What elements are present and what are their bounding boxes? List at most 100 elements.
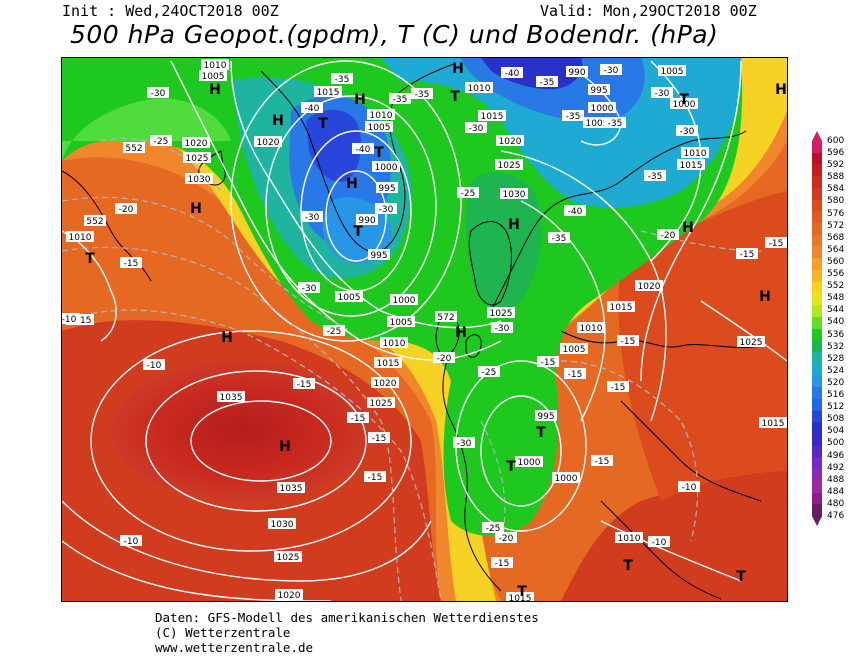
isotherm-label: -15: [611, 383, 626, 393]
isotherm-label-box: [84, 215, 106, 226]
isotherm-label: -30: [151, 89, 166, 99]
high-pressure-center: H: [452, 61, 464, 77]
isobar-lines: [62, 60, 787, 601]
isobar-label-box: [478, 110, 506, 121]
isotherm-label: -15: [740, 250, 755, 260]
isobar-label: 1005: [338, 293, 361, 303]
scale-segment: [812, 469, 822, 482]
isobar-label-box: [183, 152, 211, 163]
scale-segment: [812, 457, 822, 470]
scale-segment: [812, 433, 822, 447]
isotherm-label: -10: [62, 315, 77, 325]
scale-label: 560: [827, 256, 845, 267]
isobar-label: 990: [568, 68, 585, 78]
isobar-label-box: [277, 482, 305, 493]
scale-segment: [812, 293, 822, 306]
weather-map: 1010 1005 1015 1020 1025 1030 1020 1010 1005 1000…: [61, 57, 788, 602]
isobar-label: 1005: [202, 72, 225, 82]
isotherm-label-box: [644, 170, 666, 181]
isobar-label-box: [615, 532, 643, 543]
scale-label: 508: [827, 414, 845, 425]
scale-segment: [812, 164, 822, 177]
isobar-label: 1020: [257, 138, 280, 148]
low-pressure-center: T: [536, 425, 546, 441]
isotherm-label: -10: [124, 537, 139, 547]
isotherm-label-box: [648, 536, 670, 547]
isotherm-label-box: [123, 142, 145, 153]
isobar-label-box: [635, 280, 663, 291]
isobar-label: 1020: [499, 137, 522, 147]
isotherm-label-box: [120, 257, 142, 268]
scale-label: 556: [827, 269, 845, 280]
isotherm-label-box: [536, 76, 558, 87]
isotherm-label: -30: [655, 89, 670, 99]
isobar-label: 995: [378, 184, 395, 194]
isotherm-label-box: [591, 455, 613, 466]
low-pressure-center: T: [353, 224, 363, 240]
isotherm-label-box: [478, 366, 500, 377]
temp-field-southeast: [561, 471, 787, 601]
isotherm-label-box: [347, 412, 369, 423]
isotherm-label: -35: [648, 172, 663, 182]
isotherm-label-box: [501, 67, 523, 78]
isotherm-label-box: [147, 87, 169, 98]
high-pressure-center: H: [190, 201, 202, 217]
isotherm-label-box: [600, 64, 622, 75]
isotherm-label-box: [375, 203, 397, 214]
scale-segment: [812, 152, 822, 165]
isotherm-label: -35: [393, 95, 408, 105]
scale-cap-top: [812, 131, 822, 141]
scale-label: 504: [827, 426, 845, 437]
scale-label: 580: [827, 196, 845, 207]
isotherm-label: -35: [540, 78, 555, 88]
scale-segment: [812, 410, 822, 423]
isotherm-label: -35: [552, 234, 567, 244]
isotherm-label-box: [765, 237, 787, 248]
isobar-label: 1000: [555, 474, 578, 484]
isobar-label-box: [607, 301, 635, 312]
isotherm-label-box: [433, 352, 455, 363]
isobar-label: 1015: [680, 161, 703, 171]
isotherm-label-box: [678, 481, 700, 492]
isobar-label-box: [217, 391, 245, 402]
isobar-label: 1035: [280, 484, 303, 494]
isobar-label-box: [199, 70, 227, 81]
isotherm-label-box: [389, 93, 411, 104]
isobar-label: 1035: [220, 393, 243, 403]
scale-segment: [812, 351, 822, 365]
isotherm-label: -15: [621, 337, 636, 347]
isobar-label-box: [254, 136, 282, 147]
isobar-label-box: [182, 137, 210, 148]
isotherm-label: -35: [608, 119, 623, 129]
scale-label: 496: [827, 450, 845, 461]
scale-label: 512: [827, 402, 845, 413]
isobar-label-box: [380, 337, 408, 348]
isobar-label-box: [496, 135, 524, 146]
isotherm-label-box: [604, 117, 626, 128]
isobar-label: 1010: [383, 339, 406, 349]
scale-segment: [812, 387, 822, 400]
isotherm-label-box: [301, 102, 323, 113]
isobar-label: 1020: [278, 591, 301, 601]
scale-label: 480: [827, 498, 845, 509]
isotherm-label: -10: [147, 361, 162, 371]
color-scale-legend: 600 596 592 588 584 580 576 572 568 564 560 556 552 5…: [812, 131, 850, 526]
isotherm-label-box: [301, 211, 323, 222]
scale-label: 492: [827, 462, 845, 473]
isobar-label-box: [371, 377, 399, 388]
isotherm-label: -35: [415, 90, 430, 100]
isotherm-label: -30: [469, 124, 484, 134]
isobar-label: 1010: [684, 149, 707, 159]
scale-label: 572: [827, 220, 845, 231]
isobar-label-box: [275, 589, 303, 600]
scale-label: 568: [827, 232, 845, 243]
isobar-label-box: [759, 417, 787, 428]
isobar-label-box: [588, 102, 616, 113]
isobar-label: 1015: [610, 303, 633, 313]
high-pressure-center: H: [759, 289, 771, 305]
isobar-label-box: [314, 86, 342, 97]
isotherm-label: -15: [124, 259, 139, 269]
scale-label: 592: [827, 160, 845, 171]
scale-segment: [812, 340, 822, 353]
isotherm-label-box: [564, 368, 586, 379]
